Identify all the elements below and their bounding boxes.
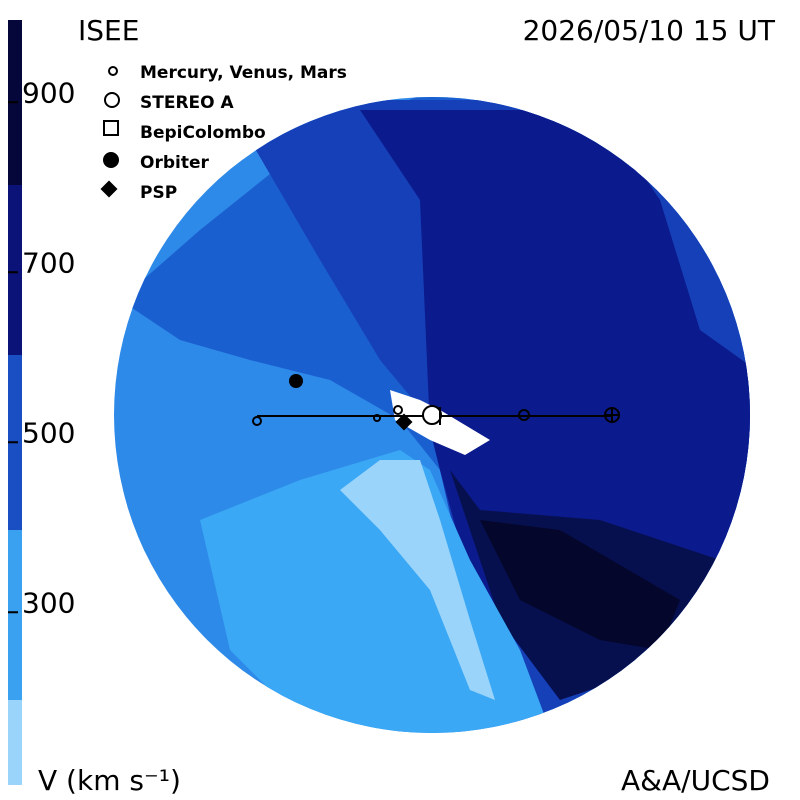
legend-label: Mercury, Venus, Mars (140, 63, 347, 83)
colorbar-tick-label: 700 (22, 246, 75, 279)
credit: A&A/UCSD (621, 764, 770, 797)
legend-label: PSP (140, 183, 177, 203)
title: ISEE (78, 14, 139, 47)
velocity-disk (114, 97, 750, 733)
legend-label: Orbiter (140, 153, 209, 173)
legend-label: BepiColombo (140, 123, 266, 143)
orbiter-marker (289, 374, 303, 388)
colorbar-label: V (km s⁻¹) (38, 764, 181, 797)
earth-line (252, 405, 620, 426)
colorbar-tick-label: 500 (22, 416, 75, 449)
colorbar-tick-label: 900 (22, 76, 75, 109)
colorbar (8, 20, 22, 785)
legend (100, 66, 120, 198)
legend-label: STEREO A (140, 93, 235, 113)
psp-marker (395, 413, 413, 431)
colorbar-tick-label: 300 (22, 586, 75, 619)
date: 2026/05/10 15 UT (523, 14, 776, 47)
